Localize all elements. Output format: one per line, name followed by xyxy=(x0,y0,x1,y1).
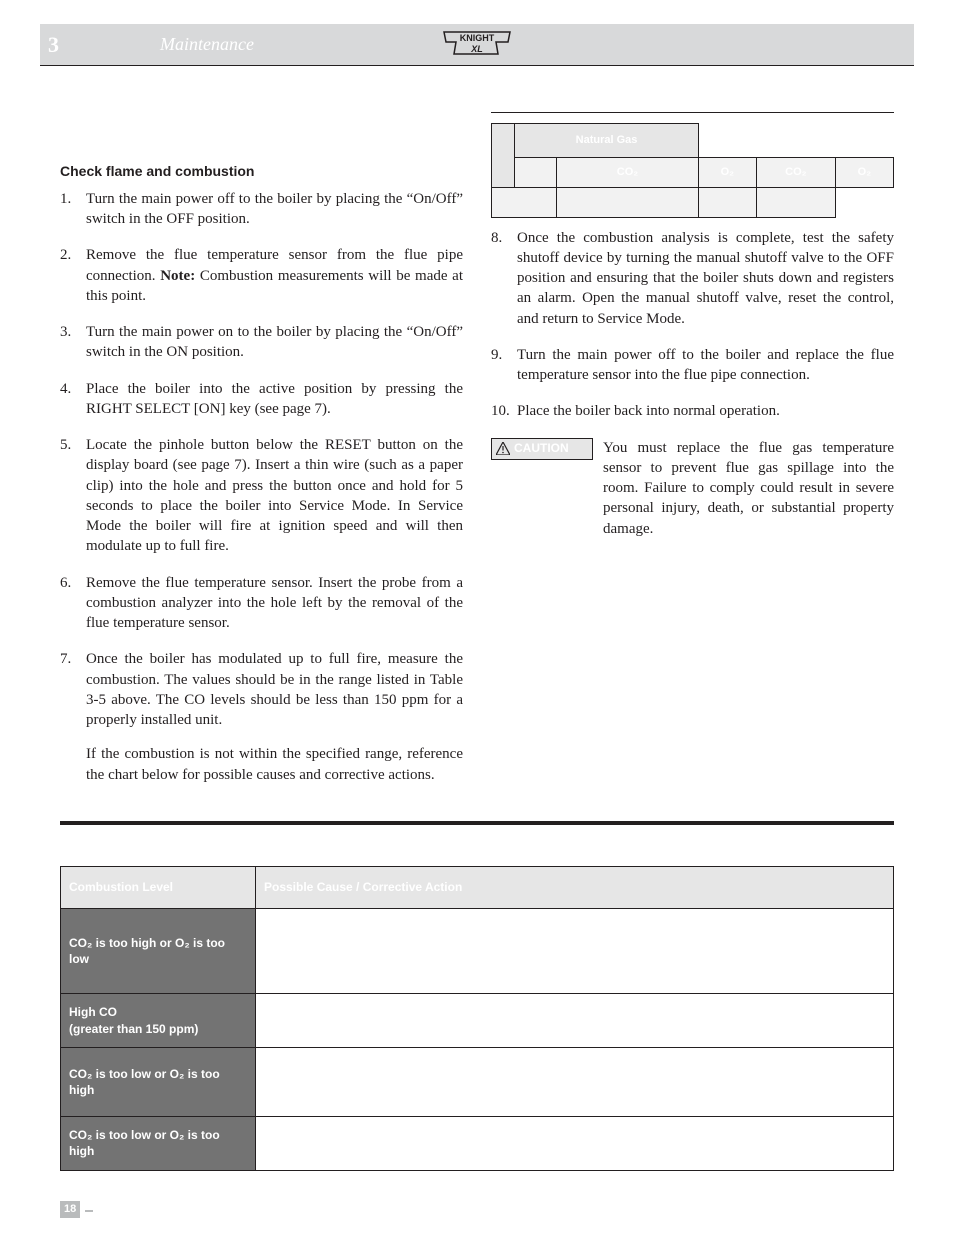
svg-text:KNIGHT: KNIGHT xyxy=(460,33,495,43)
header-section-number: 3 xyxy=(48,30,59,60)
left-column: 3 Maintenance Check flame and combustion… xyxy=(60,92,463,801)
section-divider xyxy=(60,821,894,825)
table-row: CO₂ is too low or O₂ is too high1. Refer… xyxy=(61,1117,894,1170)
trailer-paragraph: If the combustion is not within the spec… xyxy=(60,744,463,785)
t5-c1 xyxy=(515,157,557,187)
flue-products-table: Natural Gas Propane CO₂ O₂ CO₂ O₂ xyxy=(491,123,894,218)
t5-c4: CO₂ xyxy=(756,157,835,187)
right-column: Table 3-5_Flue Products Chart Natural Ga… xyxy=(491,92,894,801)
step-2: 2.Remove the flue temperature sensor fro… xyxy=(60,245,463,306)
table-row: CO₂ is too low or O₂ is too high1. Check… xyxy=(61,1047,894,1117)
t5-r4 xyxy=(698,187,756,217)
t5-natural-gas: Natural Gas xyxy=(515,123,698,157)
step-3: 3.Turn the main power on to the boiler b… xyxy=(60,322,463,363)
numbered-steps-right: 8.Once the combustion analysis is comple… xyxy=(491,228,894,422)
troubleshooting-table: Combustion Level Possible Cause / Correc… xyxy=(60,866,894,1170)
subhead-check-flame: Check flame and combustion xyxy=(60,162,463,181)
section-title-large: Maintenance xyxy=(60,126,463,150)
header-section-title: Maintenance xyxy=(160,32,254,56)
t5-blank-header xyxy=(492,123,515,187)
t5-r1 xyxy=(492,187,557,217)
t5-c3: O₂ xyxy=(698,157,756,187)
caution-label-text: CAUTION xyxy=(514,440,569,456)
two-column-body: 3 Maintenance Check flame and combustion… xyxy=(60,92,894,801)
page-number-blank xyxy=(85,1210,93,1212)
table-3-6-caption: Table 3-6_Troubleshooting Chart - Combus… xyxy=(60,839,894,857)
step-7: 7.Once the boiler has modulated up to fu… xyxy=(60,649,463,730)
caution-label-box: CAUTION xyxy=(491,438,593,460)
step-4: 4.Place the boiler into the active posit… xyxy=(60,379,463,420)
numbered-steps-left: 1.Turn the main power off to the boiler … xyxy=(60,189,463,731)
step-9: 9.Turn the main power off to the boiler … xyxy=(491,345,894,386)
page-header: 3 Maintenance KNIGHT XL xyxy=(40,24,914,66)
page-footer: 18 xyxy=(60,1201,894,1218)
step-8: 8.Once the combustion analysis is comple… xyxy=(491,228,894,329)
step-1: 1.Turn the main power off to the boiler … xyxy=(60,189,463,230)
warning-icon xyxy=(496,442,510,455)
caution-body: You must replace the flue gas temperatur… xyxy=(603,438,894,539)
t6-h1: Combustion Level xyxy=(61,867,256,908)
svg-text:XL: XL xyxy=(470,44,483,54)
caution-block: CAUTION You must replace the flue gas te… xyxy=(491,438,894,539)
step-5: 5.Locate the pinhole button below the RE… xyxy=(60,435,463,557)
table-row: CO₂ is too high or O₂ is too low1. Refer… xyxy=(61,908,894,994)
t6-h2: Possible Cause / Corrective Action xyxy=(256,867,894,908)
t5-r5 xyxy=(756,187,835,217)
t5-c5: O₂ xyxy=(835,157,893,187)
step-6: 6.Remove the flue temperature sensor. In… xyxy=(60,573,463,634)
table-3-5-caption: Table 3-5_Flue Products Chart xyxy=(491,92,894,113)
t5-c2: CO₂ xyxy=(557,157,699,187)
section-number-large: 3 xyxy=(60,92,463,122)
page-number: 18 xyxy=(60,1201,80,1218)
brand-logo: KNIGHT XL xyxy=(442,28,512,66)
step-10: 10.Place the boiler back into normal ope… xyxy=(491,401,894,421)
table-row: High CO(greater than 150 ppm)1. Refer to… xyxy=(61,994,894,1047)
t5-r3 xyxy=(557,187,699,217)
